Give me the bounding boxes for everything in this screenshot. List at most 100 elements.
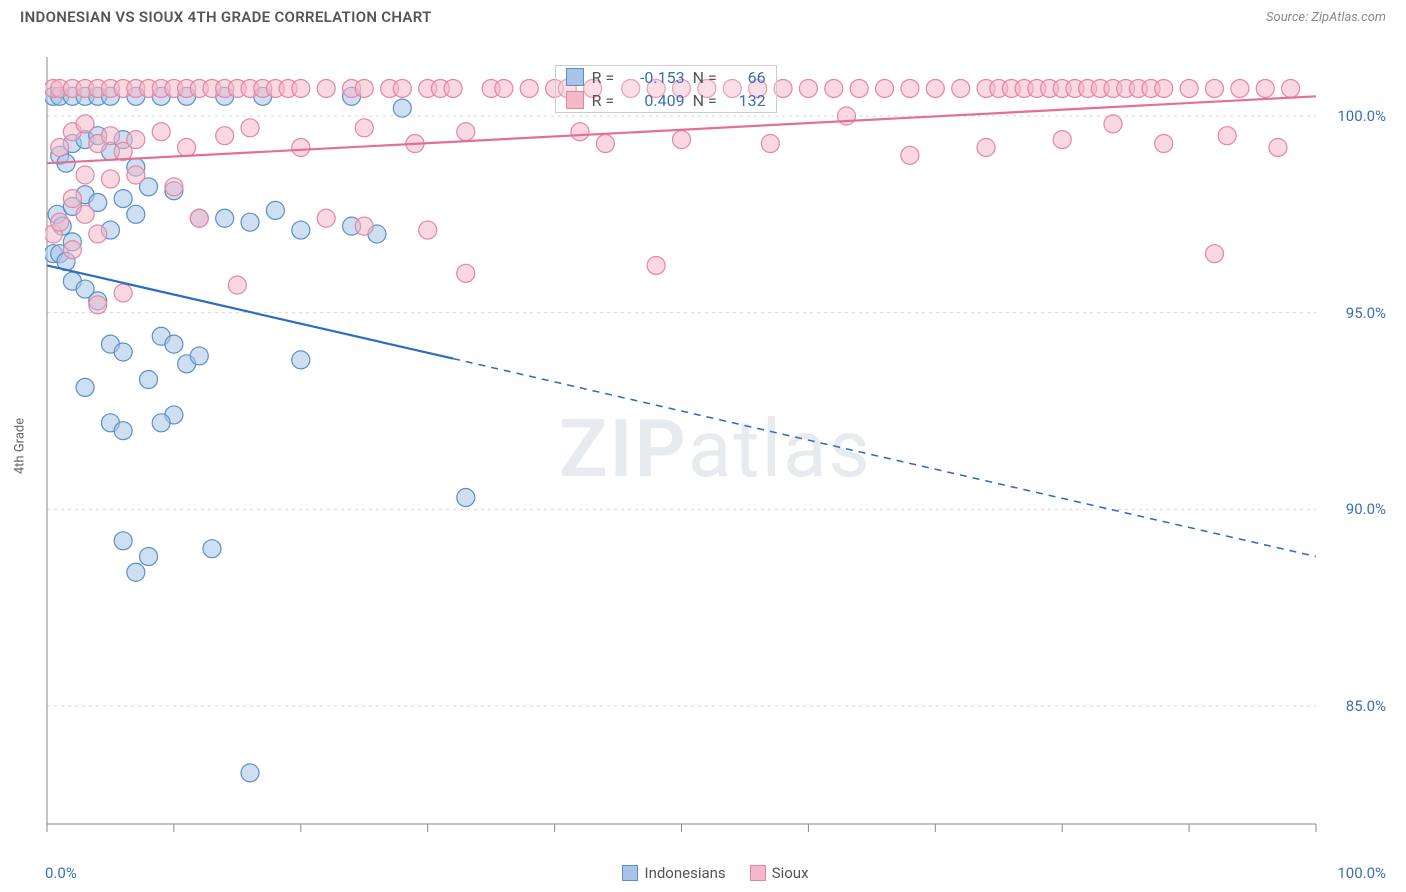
- scatter-point: [647, 256, 665, 274]
- scatter-point: [393, 79, 411, 97]
- stats-row: R = -0.153 N = 66: [556, 66, 776, 89]
- scatter-point: [1104, 115, 1122, 133]
- scatter-point: [76, 205, 94, 223]
- scatter-point: [51, 213, 69, 231]
- scatter-point: [355, 79, 373, 97]
- chart-area: ZIPatlas R =-0.153N =66R =0.409N =132 10…: [45, 55, 1386, 842]
- chart-title: INDONESIAN VS SIOUX 4TH GRADE CORRELATIO…: [20, 8, 432, 26]
- scatter-point: [926, 79, 944, 97]
- scatter-point: [76, 378, 94, 396]
- scatter-point: [774, 79, 792, 97]
- y-tick-label: 100.0%: [1335, 107, 1388, 125]
- scatter-point: [127, 131, 145, 149]
- scatter-point: [114, 190, 132, 208]
- y-tick-label: 85.0%: [1344, 697, 1388, 715]
- scatter-point: [596, 135, 614, 153]
- scatter-point: [1269, 138, 1287, 156]
- scatter-point: [101, 170, 119, 188]
- scatter-point: [901, 146, 919, 164]
- scatter-point: [63, 190, 81, 208]
- scatter-point: [876, 79, 894, 97]
- scatter-point: [799, 79, 817, 97]
- stats-r-label: R =: [592, 91, 622, 110]
- scatter-point: [127, 205, 145, 223]
- scatter-point: [977, 138, 995, 156]
- scatter-point: [1205, 245, 1223, 263]
- scatter-point: [1282, 79, 1300, 97]
- scatter-point: [292, 351, 310, 369]
- scatter-point: [228, 276, 246, 294]
- scatter-point: [165, 178, 183, 196]
- scatter-point: [190, 347, 208, 365]
- scatter-point: [495, 79, 513, 97]
- scatter-point: [761, 135, 779, 153]
- stats-row: R =0.409N =132: [556, 89, 776, 112]
- scatter-point: [127, 563, 145, 581]
- scatter-point: [266, 201, 284, 219]
- scatter-point: [76, 166, 94, 184]
- stats-r-value: 0.409: [630, 91, 685, 110]
- scatter-point: [140, 548, 158, 566]
- scatter-point: [241, 119, 259, 137]
- scatter-point: [457, 489, 475, 507]
- scatter-point: [457, 123, 475, 141]
- stats-n-value: 66: [731, 68, 766, 87]
- scatter-chart-svg: [45, 55, 1386, 842]
- scatter-point: [673, 131, 691, 149]
- trend-line-extrapolated: [453, 359, 1316, 557]
- scatter-point: [114, 532, 132, 550]
- scatter-point: [292, 221, 310, 239]
- scatter-point: [89, 296, 107, 314]
- scatter-point: [89, 225, 107, 243]
- scatter-point: [152, 414, 170, 432]
- scatter-point: [101, 127, 119, 145]
- scatter-point: [317, 209, 335, 227]
- scatter-point: [1256, 79, 1274, 97]
- stats-n-label: N =: [693, 91, 723, 110]
- scatter-point: [241, 213, 259, 231]
- legend-label: Indonesians: [644, 864, 725, 882]
- scatter-point: [140, 371, 158, 389]
- legend-label: Sioux: [772, 864, 809, 882]
- scatter-point: [317, 79, 335, 97]
- scatter-point: [203, 540, 221, 558]
- stats-n-label: N =: [693, 68, 723, 87]
- scatter-point: [571, 123, 589, 141]
- scatter-point: [520, 79, 538, 97]
- legend-item: Indonesians: [622, 864, 725, 882]
- scatter-point: [1155, 79, 1173, 97]
- y-tick-label: 90.0%: [1344, 500, 1388, 518]
- y-tick-label: 95.0%: [1344, 304, 1388, 322]
- scatter-point: [76, 115, 94, 133]
- scatter-point: [216, 209, 234, 227]
- x-axis-min-label: 0.0%: [45, 864, 77, 882]
- scatter-point: [850, 79, 868, 97]
- scatter-point: [63, 241, 81, 259]
- scatter-point: [114, 284, 132, 302]
- legend-swatch: [750, 865, 766, 881]
- scatter-point: [190, 209, 208, 227]
- scatter-point: [1205, 79, 1223, 97]
- scatter-point: [165, 335, 183, 353]
- scatter-point: [355, 217, 373, 235]
- y-axis-label: 4th Grade: [13, 418, 28, 474]
- scatter-point: [393, 99, 411, 117]
- source-credit: Source: ZipAtlas.com: [1266, 10, 1386, 25]
- scatter-point: [1180, 79, 1198, 97]
- scatter-point: [292, 138, 310, 156]
- correlation-stats-box: R =-0.153N =66R =0.409N =132: [555, 65, 777, 113]
- scatter-point: [901, 79, 919, 97]
- scatter-point: [444, 79, 462, 97]
- stats-r-label: R =: [592, 68, 622, 87]
- stats-r-value: -0.153: [630, 68, 685, 87]
- scatter-point: [51, 138, 69, 156]
- scatter-point: [178, 138, 196, 156]
- scatter-point: [241, 764, 259, 782]
- scatter-point: [1231, 79, 1249, 97]
- scatter-point: [152, 123, 170, 141]
- scatter-point: [952, 79, 970, 97]
- legend-swatch: [622, 865, 638, 881]
- scatter-point: [127, 166, 145, 184]
- scatter-point: [114, 343, 132, 361]
- scatter-point: [1155, 135, 1173, 153]
